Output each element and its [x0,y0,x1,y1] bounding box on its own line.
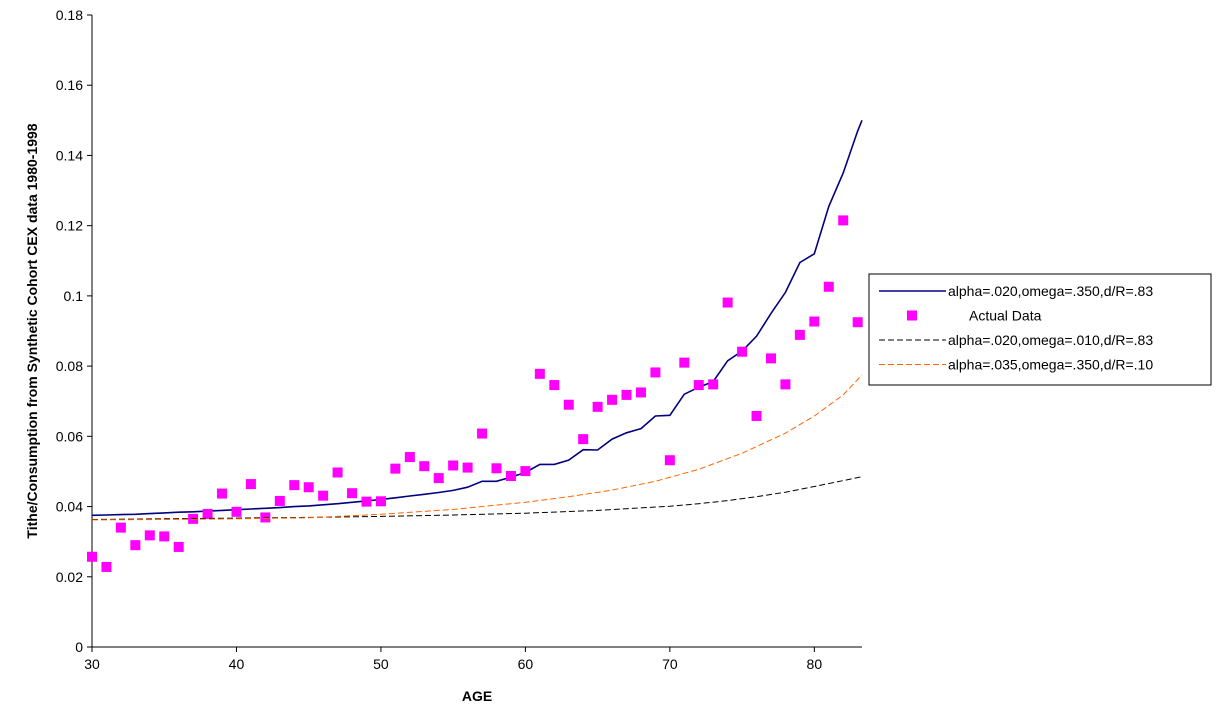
data-point [751,410,762,421]
data-point [390,463,401,474]
ticks: 0 0.02 0.04 0.06 0.08 0.1 0.12 0.14 0.16 0.18 30 40… [56,7,823,672]
data-point [347,488,358,499]
data-point [563,399,574,410]
x-tick-label: 80 [807,656,823,672]
series-4 [91,374,863,521]
data-point [679,357,690,368]
data-point [491,463,502,474]
x-tick-label: 70 [662,656,678,672]
data-point [231,506,242,517]
data-point [852,317,863,328]
y-tick-label: 0.04 [56,499,83,515]
legend: alpha=.020,omega=.350,d/R=.83 Actual Data… [868,273,1212,386]
data-point [245,479,256,490]
axes [91,15,862,648]
legend-label: Actual Data [969,308,1042,324]
x-tick-label: 50 [373,656,389,672]
data-point [462,462,473,473]
series-line [91,476,863,520]
y-tick-label: 0.1 [64,288,84,304]
data-point [505,471,516,482]
data-point [693,380,704,391]
y-tick-label: 0.16 [56,77,83,93]
data-point [173,541,184,552]
data-point [144,530,155,541]
series-3 [91,476,863,520]
legend-label: alpha=.020,omega=.010,d/R=.83 [948,332,1153,348]
y-tick-label: 0.12 [56,218,83,234]
data-point [332,467,343,478]
series-line [91,119,863,517]
data-point [101,561,112,572]
data-point [708,379,719,390]
series-line [91,374,863,521]
data-point [87,551,97,562]
data-point [534,368,545,379]
data-point [448,460,459,471]
data-point [303,482,314,493]
data-point [737,346,748,357]
data-point [375,496,386,507]
data-point [274,495,285,506]
y-tick-label: 0.06 [56,428,83,444]
data-point [765,353,776,364]
data-point [794,329,805,340]
y-axis-title: Tithe/Consumption from Synthetic Cohort … [24,123,40,538]
data-point [130,540,141,551]
series-2 [87,215,863,572]
data-point [838,215,849,226]
data-point [217,488,228,499]
data-point [722,297,733,308]
y-tick-label: 0.18 [56,7,83,23]
data-point [419,461,430,472]
data-point [650,367,661,378]
y-tick-label: 0.08 [56,358,83,374]
series-layer [87,119,863,572]
x-tick-label: 40 [229,656,245,672]
data-point [318,490,329,501]
y-tick-label: 0 [75,639,83,655]
data-point [809,316,820,327]
y-tick-label: 0.14 [56,147,83,163]
x-tick-label: 60 [518,656,534,672]
data-point [635,387,646,398]
data-point [289,480,300,491]
data-point [520,466,531,477]
legend-label: alpha=.020,omega=.350,d/R=.83 [948,283,1153,299]
y-tick-label: 0.02 [56,569,83,585]
data-point [159,531,170,542]
data-point [115,522,126,533]
data-point [477,428,488,439]
data-point [607,394,618,405]
data-point [823,281,834,292]
legend-label: alpha=.035,omega=.350,d/R=.10 [948,357,1153,373]
series-1 [91,119,863,517]
data-point [780,379,791,390]
data-point [592,401,603,412]
data-point [361,496,372,507]
legend-box [868,273,1212,386]
legend-marker [907,310,917,321]
x-axis-title: AGE [462,688,492,704]
data-point [202,508,213,519]
data-point [549,380,560,391]
data-point [621,389,632,400]
data-point [404,452,415,463]
x-tick-label: 30 [84,656,100,672]
data-point [433,473,444,484]
data-point [664,455,675,466]
data-point [578,434,589,445]
